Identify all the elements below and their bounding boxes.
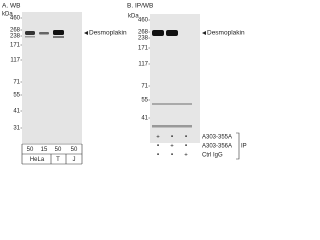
panel-title: B. IP/WB [127,3,153,10]
marker-label: 71 [141,84,148,90]
lane-amount: 50 [55,147,62,153]
band [53,36,64,38]
band [166,30,178,36]
arrow [202,31,206,35]
marker-label: 55 [13,93,20,99]
cell-line: J [73,157,76,163]
marker-label: 41 [141,116,148,122]
ip-sign: • [157,144,159,150]
marker-label: 268 [10,28,21,34]
marker-label: 460 [10,16,21,22]
ip-sign: • [171,153,173,159]
band [25,31,35,35]
marker-label: 55 [141,98,148,104]
marker-label: 268 [138,30,149,36]
cell-line: T [56,157,60,163]
cell-line: HeLa [30,157,45,163]
marker-label: 31 [13,126,20,132]
band [152,125,192,128]
marker-label: 238 [10,34,21,40]
unit: kDa [2,12,13,18]
band [53,30,64,35]
band-label: Desmoplakin [89,30,127,37]
marker-label: 171 [138,46,149,52]
marker-label: 460 [138,18,149,24]
marker-label: 71 [13,80,20,86]
bracket [236,132,240,160]
arrow [84,31,88,35]
ip-sign: • [171,135,173,141]
band [152,103,192,105]
marker-label: 238 [138,36,149,42]
marker-label: 117 [138,62,148,68]
band [152,30,164,36]
lane-amount: 50 [27,147,34,153]
lane-amount: 15 [41,147,48,153]
figure: A. WB kDa Desmoplakin B. IP/WB kDa Desmo… [2,3,247,165]
band [25,36,35,38]
ip-label: IP [241,144,247,150]
band [39,32,49,35]
ip-sign: + [184,153,188,159]
antibody-label: A303-356A [202,144,232,150]
antibody-label: Ctrl IgG [202,153,223,159]
ip-sign: • [185,144,187,150]
ip-sign: • [157,153,159,159]
ip-sign: + [156,135,160,141]
antibody-label: A303-355A [202,135,232,141]
marker-label: 41 [13,109,20,115]
band-label: Desmoplakin [207,30,245,37]
marker-label: 171 [10,43,21,49]
unit: kDa [128,14,139,20]
ip-sign: • [185,135,187,141]
panel-title: A. WB [2,3,20,10]
ip-sign: + [170,144,174,150]
marker-label: 117 [10,58,20,64]
lane-amount: 50 [71,147,78,153]
